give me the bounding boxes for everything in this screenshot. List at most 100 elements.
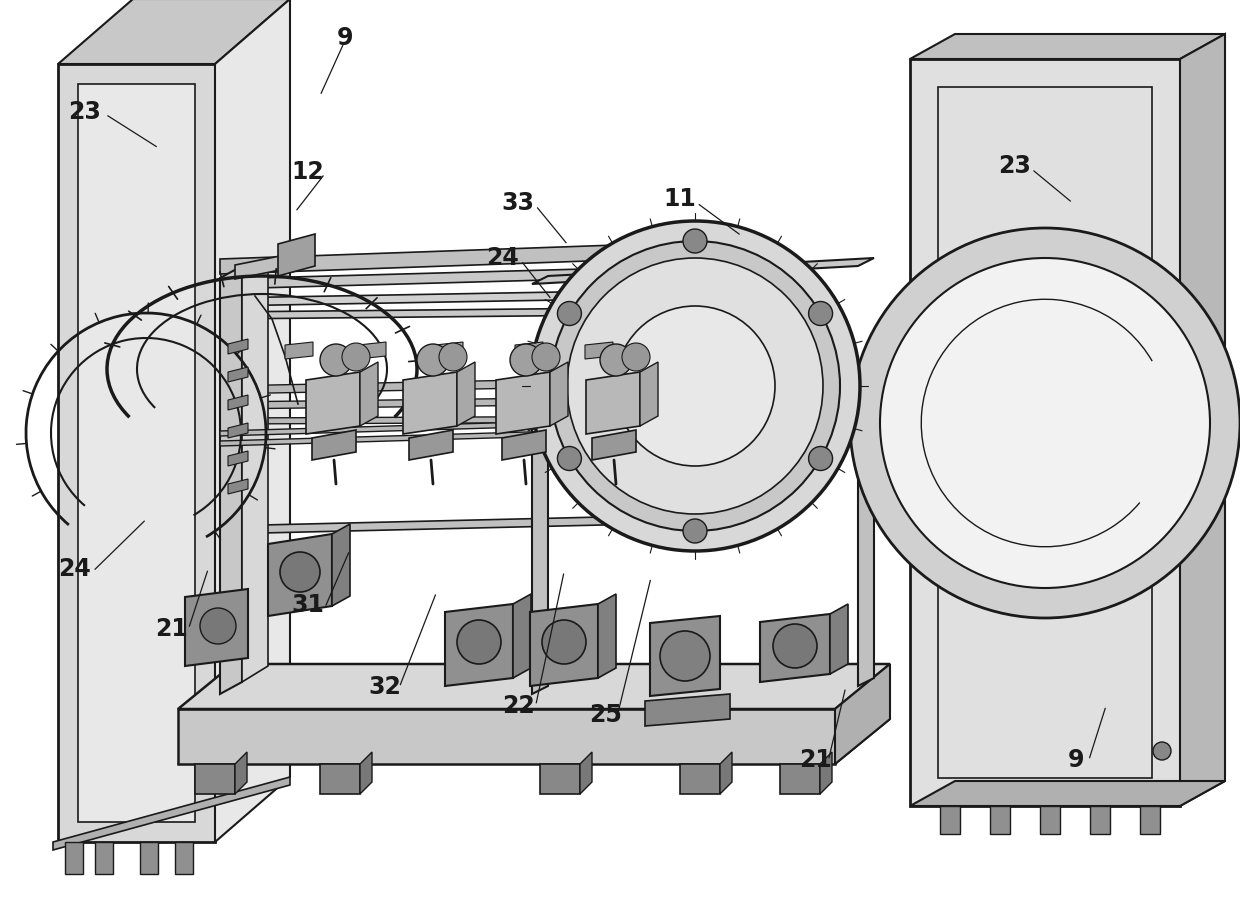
Polygon shape <box>179 719 890 764</box>
Circle shape <box>773 624 817 668</box>
Polygon shape <box>278 234 315 276</box>
Polygon shape <box>228 395 248 410</box>
Text: 11: 11 <box>663 187 696 211</box>
Polygon shape <box>219 416 730 436</box>
Polygon shape <box>587 372 640 434</box>
Polygon shape <box>680 764 720 794</box>
Circle shape <box>849 228 1240 618</box>
Polygon shape <box>458 362 475 426</box>
Polygon shape <box>445 604 513 686</box>
Circle shape <box>417 344 449 376</box>
Polygon shape <box>910 34 1225 59</box>
Polygon shape <box>306 372 360 434</box>
Circle shape <box>542 620 587 664</box>
Text: 32: 32 <box>368 675 401 699</box>
Circle shape <box>551 241 839 531</box>
Circle shape <box>280 552 320 592</box>
Polygon shape <box>539 764 580 794</box>
Polygon shape <box>910 59 1180 806</box>
Polygon shape <box>179 709 835 764</box>
Polygon shape <box>268 534 332 616</box>
Polygon shape <box>219 396 730 409</box>
Polygon shape <box>645 694 730 726</box>
Circle shape <box>558 447 582 471</box>
Polygon shape <box>858 369 874 686</box>
Polygon shape <box>720 752 732 794</box>
Polygon shape <box>78 84 195 822</box>
Polygon shape <box>513 594 531 678</box>
Polygon shape <box>215 0 290 842</box>
Text: 23: 23 <box>998 154 1030 178</box>
Circle shape <box>200 608 236 644</box>
Text: 22: 22 <box>502 694 534 717</box>
Text: 24: 24 <box>58 557 91 580</box>
Polygon shape <box>53 777 290 850</box>
Circle shape <box>600 344 632 376</box>
Circle shape <box>458 620 501 664</box>
Text: 23: 23 <box>68 100 100 123</box>
Polygon shape <box>1040 806 1060 834</box>
Polygon shape <box>650 616 720 696</box>
Polygon shape <box>242 266 268 682</box>
Polygon shape <box>219 241 730 274</box>
Polygon shape <box>910 781 1225 806</box>
Polygon shape <box>1090 806 1110 834</box>
Polygon shape <box>185 589 248 666</box>
Polygon shape <box>820 752 832 794</box>
Polygon shape <box>496 372 551 434</box>
Text: 12: 12 <box>291 160 324 184</box>
Circle shape <box>439 343 467 371</box>
Polygon shape <box>285 342 312 359</box>
Polygon shape <box>780 764 820 794</box>
Circle shape <box>1153 742 1171 760</box>
Circle shape <box>683 229 707 253</box>
Polygon shape <box>219 376 730 394</box>
Polygon shape <box>219 416 730 424</box>
Circle shape <box>880 258 1210 588</box>
Polygon shape <box>312 430 356 460</box>
Polygon shape <box>228 423 248 438</box>
Text: 21: 21 <box>800 749 832 772</box>
Text: 21: 21 <box>155 617 187 641</box>
Polygon shape <box>360 362 378 426</box>
Polygon shape <box>175 842 193 874</box>
Polygon shape <box>835 664 890 764</box>
Polygon shape <box>236 252 300 279</box>
Polygon shape <box>830 604 848 674</box>
Polygon shape <box>219 426 730 446</box>
Polygon shape <box>990 806 1011 834</box>
Polygon shape <box>598 594 616 678</box>
Text: 33: 33 <box>502 191 534 215</box>
Text: 9: 9 <box>336 27 353 50</box>
Polygon shape <box>551 362 568 426</box>
Polygon shape <box>58 64 215 842</box>
Polygon shape <box>940 806 960 834</box>
Text: 9: 9 <box>1068 749 1085 772</box>
Circle shape <box>622 343 650 371</box>
Text: 31: 31 <box>291 593 324 617</box>
Polygon shape <box>228 451 248 466</box>
Circle shape <box>532 343 560 371</box>
Polygon shape <box>409 430 453 460</box>
Polygon shape <box>515 342 543 359</box>
Circle shape <box>567 258 823 514</box>
Polygon shape <box>435 342 463 359</box>
Polygon shape <box>760 614 830 682</box>
Text: 25: 25 <box>589 703 621 727</box>
Circle shape <box>529 221 861 551</box>
Polygon shape <box>228 479 248 494</box>
Polygon shape <box>403 372 458 434</box>
Polygon shape <box>228 339 248 354</box>
Polygon shape <box>228 367 248 382</box>
Circle shape <box>558 302 582 325</box>
Polygon shape <box>580 752 591 794</box>
Circle shape <box>683 519 707 543</box>
Polygon shape <box>532 374 548 694</box>
Circle shape <box>660 631 711 681</box>
Polygon shape <box>532 258 874 284</box>
Polygon shape <box>1180 34 1225 806</box>
Circle shape <box>320 344 352 376</box>
Polygon shape <box>219 265 730 289</box>
Polygon shape <box>360 752 372 794</box>
Polygon shape <box>640 362 658 426</box>
